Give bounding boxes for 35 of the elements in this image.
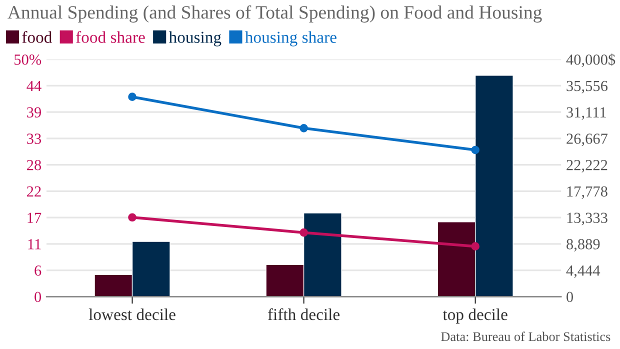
y2-tick-label: 35,556 [566,80,608,94]
y2-tick-label: 13,333 [567,212,608,226]
legend-label: food [22,31,52,43]
y2-tick-label: 4,444 [566,266,600,278]
y2-tick-label: 26,667 [566,134,608,146]
point [300,124,308,132]
y-tick-label: 44 [26,80,42,91]
y2-tick-label: 0 [566,292,574,302]
point [471,146,480,154]
y2-tick-label: 17,778 [567,186,608,199]
y-tick-label: 50% [14,54,42,65]
y-tick-label: 17 [28,212,42,223]
y-tick-label: 11 [28,239,41,250]
y-tick-label: 0 [34,292,42,302]
y2-tick-label: 8,889 [566,239,600,252]
text: Data: Bureau of Labor Statistics [441,332,610,342]
y-tick-label: 22 [27,186,41,196]
point [128,92,136,101]
legend-label: housing share [245,31,336,46]
y-tick-label: 39 [27,107,42,118]
legend-label: housing [168,31,222,46]
y-tick-label: 6 [34,265,42,276]
x-tick-label: lowest decile [88,308,176,320]
x-tick-label: top decile [442,308,508,324]
y2-tick-label: 22,222 [566,160,608,172]
point [471,242,480,251]
legend-label: food share [76,31,145,43]
point [300,228,308,237]
point [128,213,136,222]
chart-title: Annual Spending (and Shares of Total Spending) on Food and Housing [8,5,542,23]
y2-tick-label: 40,000$ [566,54,616,67]
y2-tick-label: 31,111 [566,107,606,120]
x-tick-label: fifth decile [268,308,340,320]
y-tick-label: 28 [27,160,42,170]
y-tick-label: 33 [27,134,42,144]
